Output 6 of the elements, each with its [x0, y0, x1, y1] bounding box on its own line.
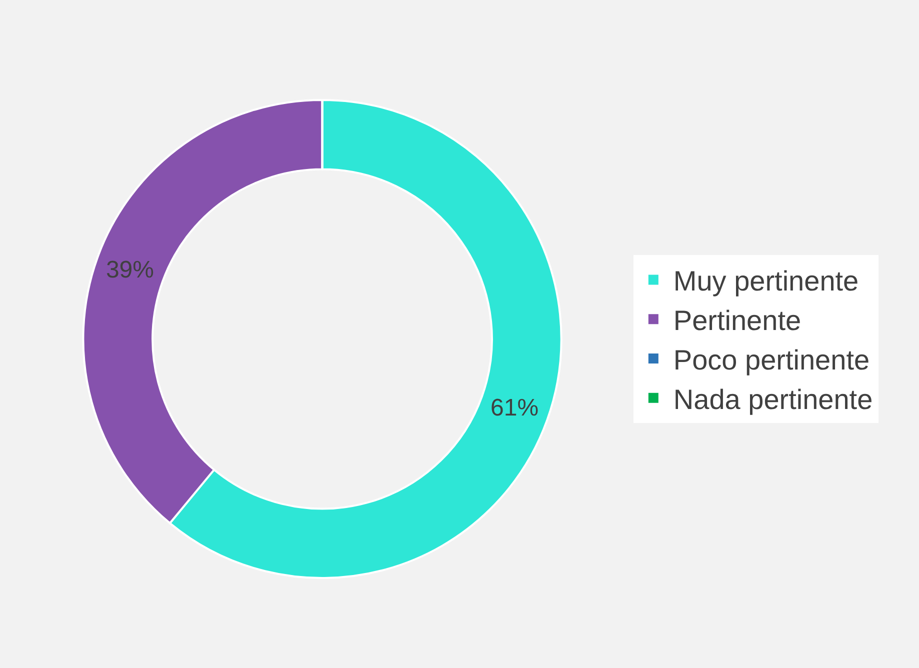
data-label: 39% — [106, 256, 154, 284]
legend-label: Poco pertinente — [673, 344, 870, 376]
legend-label: Pertinente — [673, 305, 802, 336]
legend-label: Muy pertinente — [673, 266, 859, 297]
data-label: 61% — [490, 394, 539, 422]
legend-label: Nada pertinente — [673, 384, 873, 415]
